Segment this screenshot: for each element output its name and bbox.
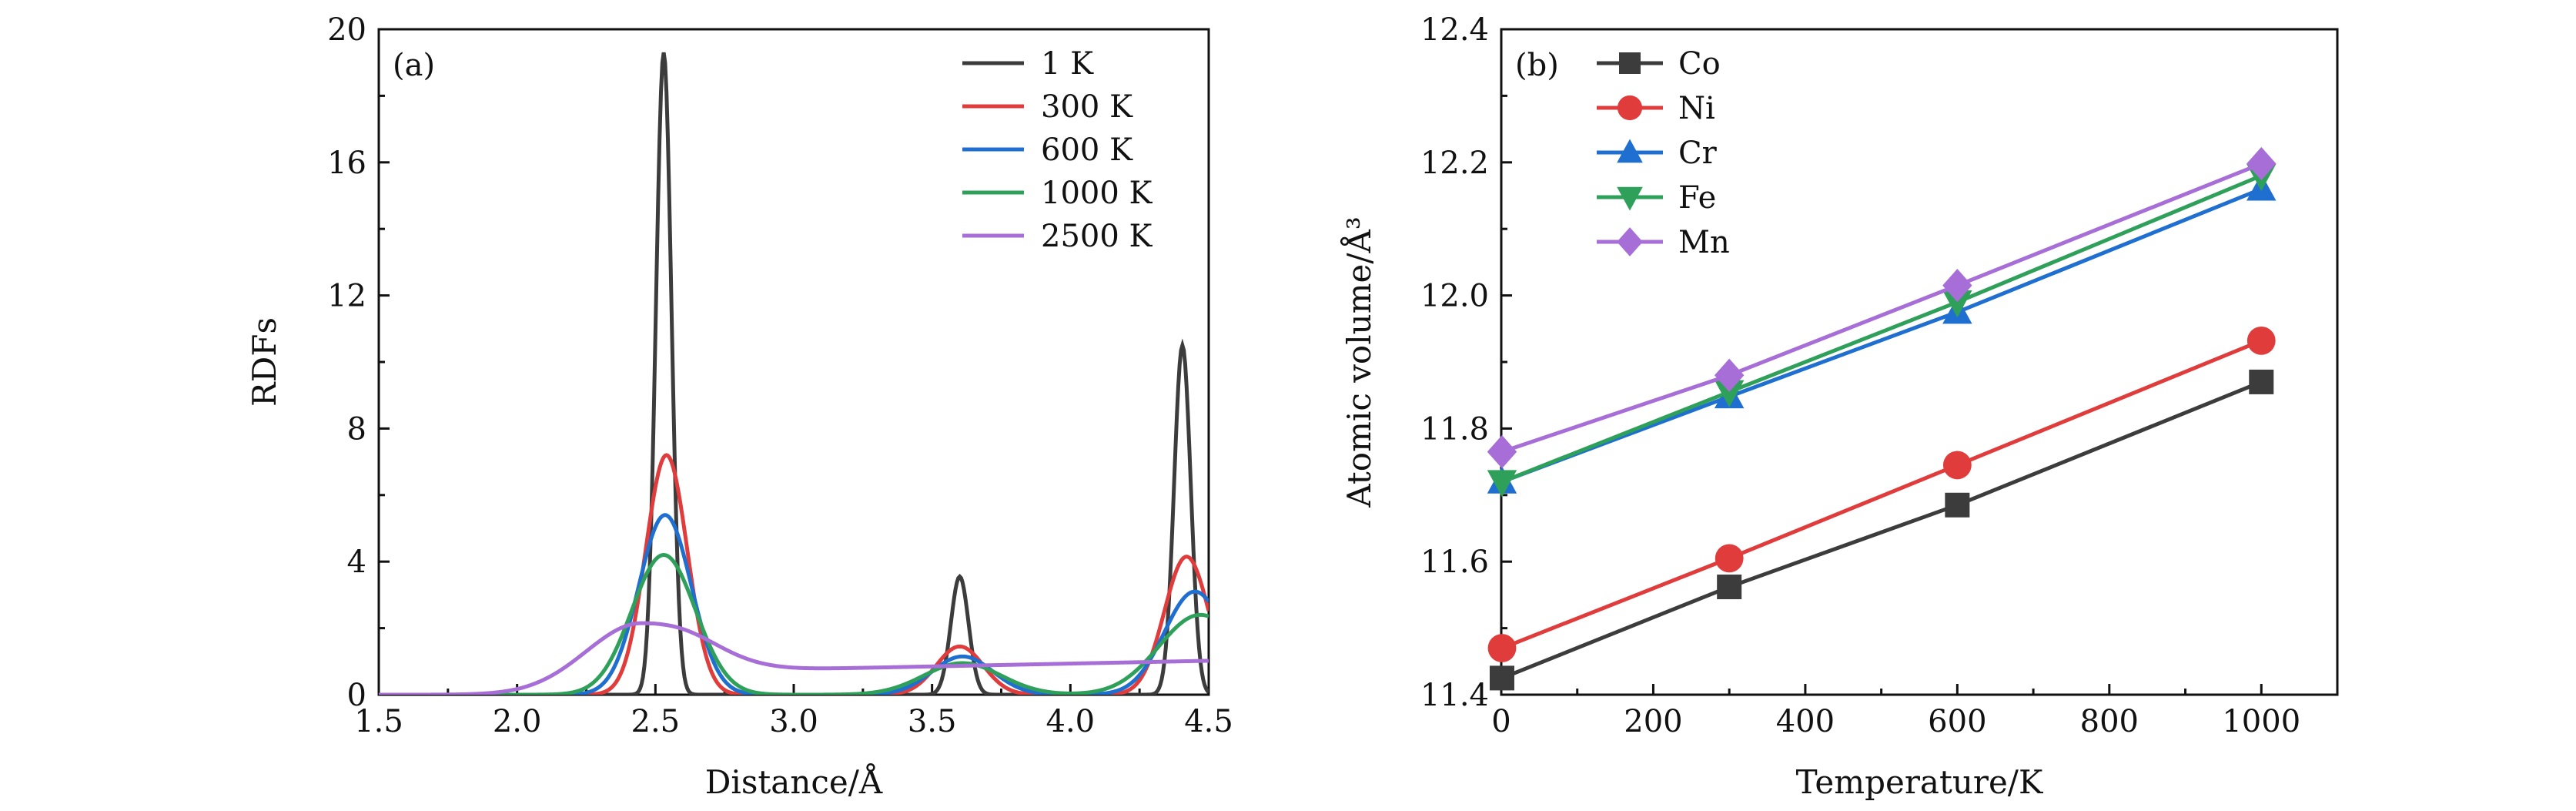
rdf-curve-3 — [379, 553, 1209, 695]
legend-marker-b-3 — [1617, 186, 1643, 211]
legend-marker-b-1 — [1617, 95, 1643, 121]
volume-panel: 0 200 400 600 800 1000 11.4 11.6 11.8 12.0 12.2 12.… — [1340, 12, 2339, 801]
data-point-mn — [2246, 146, 2277, 181]
volume-legend: Co Ni Cr Fe Mn — [1597, 46, 1730, 260]
y-tick-label-a: 0 — [347, 678, 366, 713]
y-tick-label-a: 4 — [347, 545, 366, 580]
y-axis-title-a: RDFs — [246, 317, 283, 407]
y-tick-label-b: 11.4 — [1420, 678, 1489, 713]
y-tick-label-b: 11.6 — [1420, 545, 1489, 580]
volume-series-group — [1487, 146, 2277, 691]
rdf-curves — [379, 52, 1209, 695]
data-point-co — [2249, 369, 2274, 394]
rdf-curve-1 — [379, 453, 1209, 695]
data-point-co — [1489, 665, 1514, 691]
y-tick-label-a: 12 — [327, 279, 366, 314]
data-point-ni — [1487, 634, 1517, 662]
legend-label-a-3: 1000 K — [1041, 176, 1153, 211]
data-point-ni — [1715, 544, 1744, 573]
data-point-fe — [1942, 290, 1972, 318]
data-point-ni — [1942, 451, 1972, 480]
y-axis-title-b: Atomic volume/Å³ — [1340, 216, 1378, 508]
series-line-co — [1501, 380, 2263, 680]
rdf-legend: 1 K 300 K 600 K 1000 K 2500 K — [962, 46, 1153, 254]
y-tick-label-a: 20 — [327, 12, 366, 48]
legend-label-b-2: Cr — [1678, 136, 1718, 171]
y-tick-label-a: 8 — [347, 411, 366, 447]
x-axis-title-b: Temperature/K — [1796, 763, 2044, 801]
x-tick-label-b: 200 — [1624, 704, 1682, 739]
y-tick-label-b: 12.0 — [1420, 279, 1489, 314]
y-tick-label-b: 12.4 — [1420, 12, 1489, 48]
data-point-fe — [1714, 380, 1745, 407]
legend-label-b-4: Mn — [1678, 225, 1730, 260]
volume-series — [1487, 146, 2277, 691]
y-tick-label-b: 11.8 — [1420, 411, 1489, 447]
x-tick-label-a: 2.5 — [631, 704, 681, 739]
data-point-mn — [1714, 358, 1745, 392]
y-tick-label-a: 16 — [327, 146, 366, 181]
legend-label-a-1: 300 K — [1041, 89, 1133, 125]
legend-marker-b-4 — [1617, 227, 1643, 256]
x-tick-label-a: 2.0 — [493, 704, 542, 739]
legend-label-a-0: 1 K — [1041, 46, 1094, 82]
legend-label-b-3: Fe — [1678, 180, 1716, 216]
data-point-mn — [1942, 269, 1972, 303]
data-point-ni — [2246, 326, 2276, 355]
series-line-fe — [1501, 173, 2263, 484]
legend-label-a-4: 2500 K — [1041, 219, 1153, 254]
panel-label-a: (a) — [393, 48, 435, 83]
x-tick-label-b: 1000 — [2222, 704, 2300, 739]
x-tick-label-b: 600 — [1928, 704, 1986, 739]
x-tick-label-a: 3.0 — [769, 704, 818, 739]
plot-frame-a — [377, 28, 1210, 696]
x-axis-title-a: Distance/Å — [705, 762, 883, 801]
legend-marker-b-0 — [1619, 52, 1641, 74]
x-tick-label-b: 800 — [2080, 704, 2139, 739]
series-line-ni — [1501, 339, 2263, 650]
rdf-curve-4 — [379, 621, 1209, 695]
series-line-cr — [1501, 187, 2263, 484]
legend-label-b-1: Ni — [1678, 91, 1715, 126]
x-tick-label-a: 4.0 — [1046, 704, 1096, 739]
data-point-mn — [1487, 435, 1517, 469]
y-tick-label-b: 12.2 — [1420, 146, 1489, 181]
legend-label-b-0: Co — [1678, 46, 1721, 82]
x-tick-label-a: 3.5 — [908, 704, 957, 739]
x-tick-label-b: 400 — [1776, 704, 1835, 739]
data-point-co — [1717, 575, 1742, 600]
panel-label-b: (b) — [1515, 48, 1559, 83]
x-tick-label-b: 0 — [1491, 704, 1510, 739]
legend-marker-b-2 — [1617, 139, 1643, 163]
x-tick-label-a: 4.5 — [1184, 704, 1233, 739]
data-point-fe — [1487, 470, 1517, 498]
x-tick-label-a: 1.5 — [354, 704, 403, 739]
series-line-mn — [1501, 162, 2263, 454]
data-point-co — [1945, 492, 1970, 518]
rdf-panel: 1.5 2.0 2.5 3.0 3.5 4.0 4.5 0 4 8 12 16 20 (a) 1 K 30… — [246, 12, 1233, 801]
legend-label-a-2: 600 K — [1041, 132, 1133, 168]
